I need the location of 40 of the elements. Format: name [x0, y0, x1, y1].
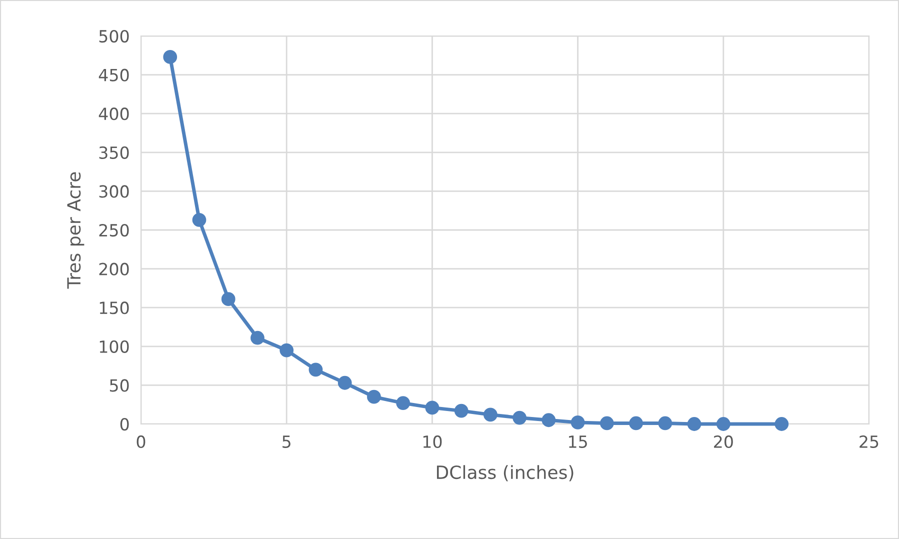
point [658, 416, 672, 430]
y-tick-label: 450 [98, 68, 129, 82]
y-tick-label: 350 [99, 146, 129, 159]
x-tick-label: 15 [569, 436, 587, 448]
x-axis-title: DClass (inches) [436, 465, 574, 482]
y-axis-title: Tres per Acre [67, 172, 84, 289]
x-tick-label: 0 [136, 435, 146, 448]
y-tick-label: 400 [98, 108, 129, 120]
y-tick-label: 500 [99, 30, 129, 43]
point [542, 413, 556, 428]
point [454, 404, 468, 418]
point [600, 416, 614, 430]
point [163, 50, 178, 64]
point [687, 417, 702, 431]
y-tick-label: 50 [110, 379, 129, 392]
y-tick-label: 300 [99, 185, 129, 198]
y-tick-label: 150 [100, 302, 129, 314]
x-tick-label: 5 [282, 436, 290, 448]
point [716, 417, 730, 431]
point [570, 416, 585, 430]
point [367, 390, 381, 404]
y-tick-label: 250 [99, 224, 129, 237]
point [512, 410, 527, 425]
point [280, 343, 294, 358]
point [396, 396, 410, 410]
x-tick-label: 20 [714, 435, 733, 448]
x-tick-label: 10 [423, 435, 442, 448]
point [192, 212, 206, 227]
point [774, 417, 789, 431]
y-tick-label: 0 [120, 418, 129, 431]
x-tick-label: 25 [860, 435, 878, 448]
point [629, 416, 643, 430]
point [221, 292, 236, 306]
y-tick-label: 100 [100, 340, 129, 353]
y-tick-label: 200 [99, 262, 129, 276]
point [338, 376, 352, 390]
point [425, 400, 440, 415]
point [308, 362, 323, 377]
point [250, 330, 264, 345]
point [483, 408, 498, 422]
